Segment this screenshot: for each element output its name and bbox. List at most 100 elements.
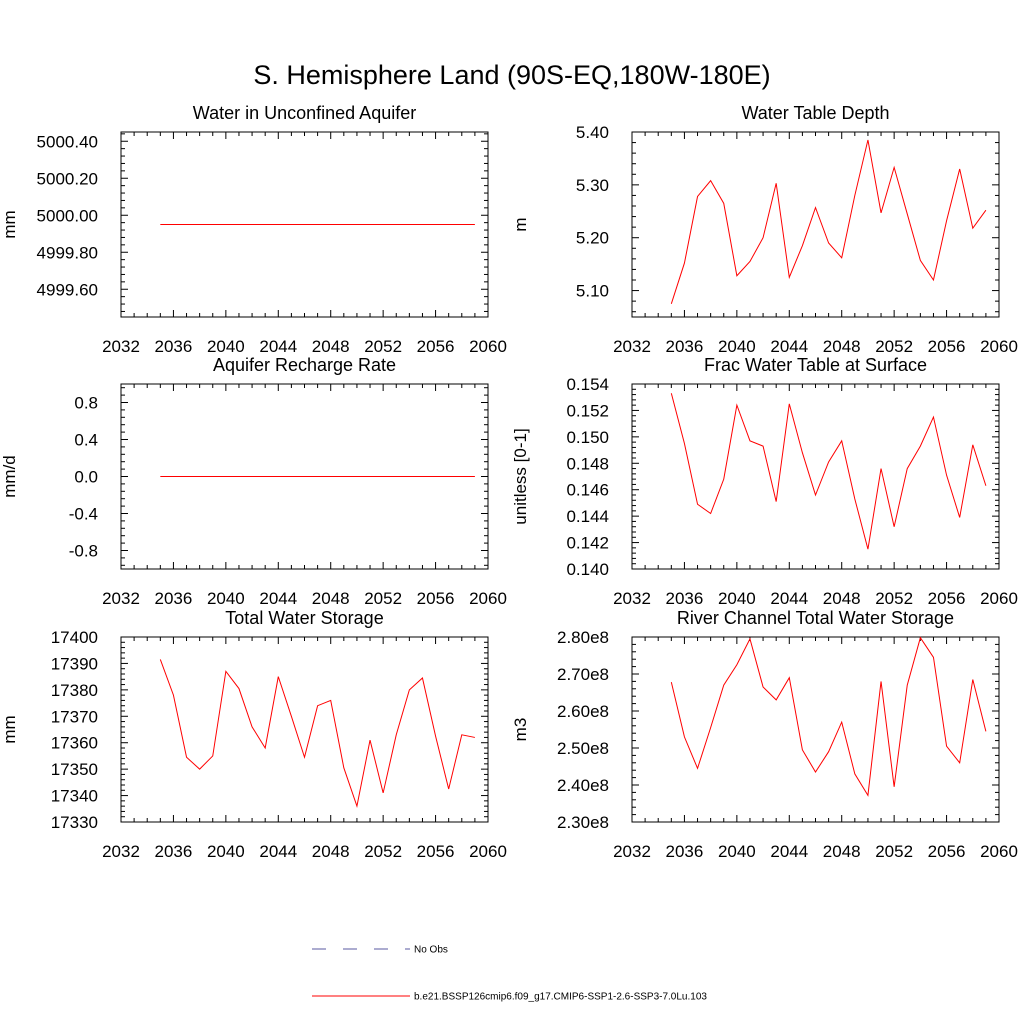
x-tick-label: 2060 (980, 842, 1018, 861)
series-line-frac-water-table-at-surface (670, 393, 987, 550)
x-tick-label: 2052 (875, 842, 913, 861)
y-tick-label: 5.30 (576, 176, 609, 195)
x-tick-label: 2040 (207, 337, 245, 356)
y-tick-label: 17360 (51, 734, 98, 753)
y-axis-label: m (511, 217, 530, 231)
x-tick-label: 2036 (666, 842, 704, 861)
x-tick-label: 2056 (928, 589, 966, 608)
y-tick-label: 0.148 (566, 454, 609, 473)
x-tick-label: 2036 (155, 842, 193, 861)
x-tick-label: 2044 (259, 337, 297, 356)
x-tick-label: 2040 (207, 842, 245, 861)
plot-frame (631, 131, 1000, 318)
x-tick-label: 2036 (666, 337, 704, 356)
x-tick-label: 2044 (259, 842, 297, 861)
y-axis-label: m3 (511, 718, 530, 742)
series-line-river-channel-total-water-storage (670, 636, 987, 797)
y-axis-label: mm/d (0, 455, 19, 498)
panels: Water in Unconfined Aquifer 2032 2036 2040 2… (0, 103, 1018, 861)
x-tick-label: 2044 (770, 842, 808, 861)
x-tick-label: 2044 (259, 589, 297, 608)
x-tick-label: 2044 (770, 337, 808, 356)
panel-total-water-storage: Total Water Storage 2032 2036 2040 2044 2048 2… (0, 608, 507, 861)
x-tick-label: 2048 (312, 842, 350, 861)
x-tick-label: 2040 (718, 842, 756, 861)
y-tick-label: 17380 (51, 681, 98, 700)
y-tick-label: 0.142 (566, 534, 609, 553)
panel-title: Aquifer Recharge Rate (213, 355, 396, 375)
y-tick-label: 4999.80 (37, 243, 98, 262)
y-tick-label: 0.140 (566, 560, 609, 579)
x-tick-label: 2052 (875, 589, 913, 608)
plot-frame (631, 383, 1000, 570)
y-tick-label: 5.20 (576, 229, 609, 248)
x-tick-label: 2060 (469, 589, 507, 608)
y-tick-label: 0.152 (566, 401, 609, 420)
x-tick-label: 2056 (928, 842, 966, 861)
panel-title: Total Water Storage (225, 608, 383, 628)
x-tick-label: 2044 (770, 589, 808, 608)
x-tick-label: 2056 (928, 337, 966, 356)
panel-title: Water Table Depth (741, 103, 889, 123)
x-tick-label: 2060 (469, 842, 507, 861)
x-tick-label: 2060 (980, 589, 1018, 608)
panel-title: Water in Unconfined Aquifer (193, 103, 416, 123)
panel-water-table-depth: Water Table Depth 2032 2036 2040 2044 2048 205… (511, 103, 1018, 356)
x-tick-label: 2036 (155, 337, 193, 356)
y-tick-label: 0.4 (74, 431, 98, 450)
y-tick-label: 0.8 (74, 394, 98, 413)
y-tick-label: 2.30e8 (557, 813, 609, 832)
panel-water-in-unconfined-aquifer: Water in Unconfined Aquifer 2032 2036 2040 2… (0, 103, 507, 356)
legend-label-no-obs: No Obs (414, 945, 448, 956)
y-tick-label: 17340 (51, 787, 98, 806)
x-tick-label: 2032 (613, 842, 651, 861)
x-tick-label: 2032 (102, 589, 140, 608)
legend-label-model: b.e21.BSSP126cmip6.f09_g17.CMIP6-SSP1-2.… (414, 992, 707, 1003)
series-line-water-table-depth (670, 139, 987, 304)
y-axis-label: mm (0, 715, 19, 743)
y-tick-label: 5000.40 (37, 132, 98, 151)
x-tick-label: 2060 (469, 337, 507, 356)
x-tick-label: 2048 (823, 337, 861, 356)
x-tick-label: 2056 (417, 589, 455, 608)
x-tick-label: 2040 (718, 589, 756, 608)
y-tick-label: 0.0 (74, 468, 98, 487)
series-line-total-water-storage (159, 659, 475, 809)
y-tick-label: 17330 (51, 813, 98, 832)
x-tick-label: 2036 (155, 589, 193, 608)
panel-title: River Channel Total Water Storage (677, 608, 954, 628)
y-tick-label: 0.150 (566, 428, 609, 447)
y-tick-label: 0.154 (566, 375, 609, 394)
y-tick-label: -0.4 (69, 505, 98, 524)
panel-title: Frac Water Table at Surface (704, 355, 927, 375)
y-tick-label: 0.146 (566, 481, 609, 500)
y-tick-label: 17390 (51, 654, 98, 673)
y-tick-label: 5.40 (576, 123, 609, 142)
y-tick-label: 0.144 (566, 507, 609, 526)
y-tick-label: -0.8 (69, 542, 98, 561)
y-tick-label: 17400 (51, 628, 98, 647)
y-tick-label: 2.70e8 (557, 665, 609, 684)
x-tick-label: 2036 (666, 589, 704, 608)
x-tick-label: 2032 (102, 842, 140, 861)
main-title: S. Hemisphere Land (90S-EQ,180W-180E) (253, 60, 770, 90)
y-tick-label: 17350 (51, 760, 98, 779)
y-tick-label: 2.80e8 (557, 628, 609, 647)
x-tick-label: 2048 (823, 842, 861, 861)
x-tick-label: 2060 (980, 337, 1018, 356)
x-tick-label: 2032 (613, 337, 651, 356)
panel-aquifer-recharge-rate: Aquifer Recharge Rate 2032 2036 2040 2044 204… (0, 355, 507, 608)
y-tick-label: 4999.60 (37, 280, 98, 299)
x-tick-label: 2040 (718, 337, 756, 356)
y-tick-label: 2.50e8 (557, 739, 609, 758)
x-tick-label: 2052 (875, 337, 913, 356)
y-tick-label: 5.10 (576, 282, 609, 301)
x-tick-label: 2052 (364, 337, 402, 356)
x-tick-label: 2048 (823, 589, 861, 608)
panel-river-channel-total-water-storage: River Channel Total Water Storage 2032 203… (511, 608, 1018, 861)
x-tick-label: 2032 (613, 589, 651, 608)
x-tick-label: 2056 (417, 337, 455, 356)
y-tick-label: 5000.00 (37, 206, 98, 225)
panel-frac-water-table-at-surface: Frac Water Table at Surface 2032 2036 2040 2… (511, 355, 1018, 608)
